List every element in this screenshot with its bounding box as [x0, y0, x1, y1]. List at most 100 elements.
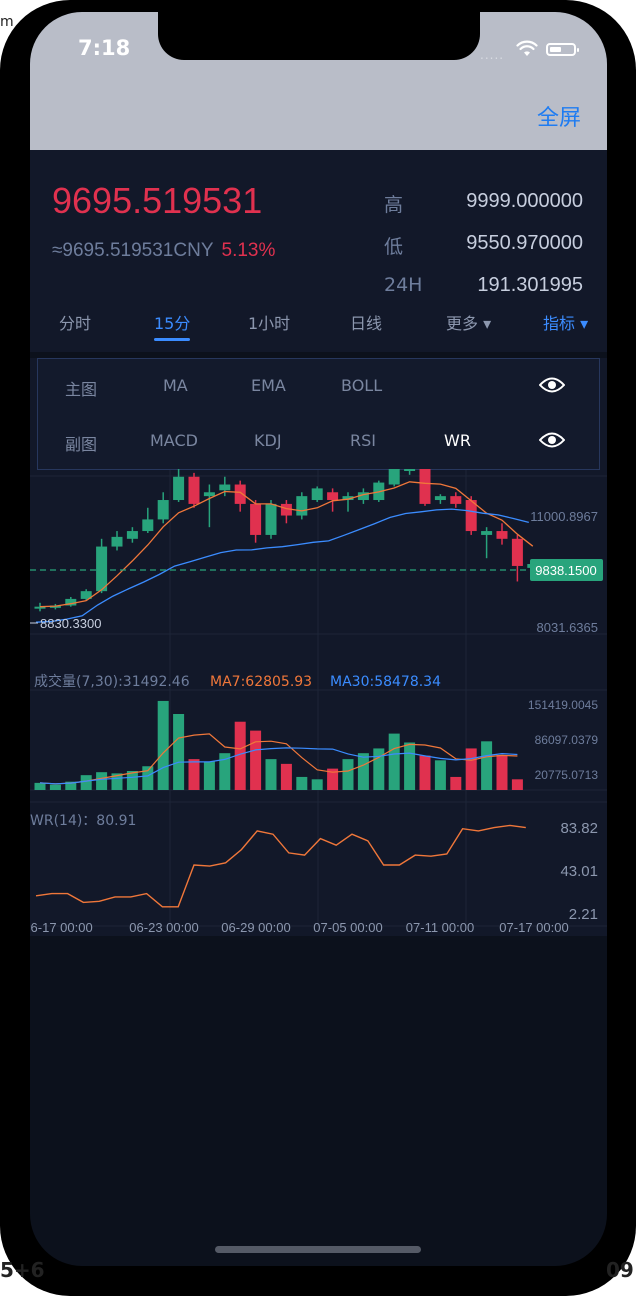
volume-bar — [434, 760, 446, 790]
indicator-wr[interactable]: WR — [444, 431, 471, 450]
wr-legend: WR(14)：80.91 — [30, 813, 136, 829]
indicator-rsi[interactable]: RSI — [350, 431, 376, 450]
wr-axis-label: 2.21 — [569, 906, 598, 923]
volume-bar — [388, 733, 400, 790]
home-indicator — [215, 1246, 421, 1253]
edge-fragment: m — [0, 14, 14, 30]
app-screen: 7:18 ..... 全屏 9695.519531 ≈9695.519531CN… — [30, 12, 607, 1266]
candle-body — [80, 591, 92, 599]
volume-bar — [80, 775, 92, 790]
market-panel: 9695.519531 ≈9695.519531CNY 5.13% 高 9999.… — [30, 150, 607, 936]
volume-bar — [111, 773, 123, 790]
kline-chart[interactable]: 9838.1500 11000.8967 8031.6365 8830.3300 成交量… — [30, 150, 607, 936]
volume-bar — [188, 759, 200, 790]
sub-chart-label: 副图 — [65, 435, 98, 454]
volume-bar — [327, 768, 339, 790]
candle-body — [157, 500, 169, 520]
tab-1hour[interactable]: 1小时 — [248, 314, 291, 333]
volume-ma7-line — [39, 733, 518, 785]
candle-body — [511, 538, 523, 566]
cny-price: ≈9695.519531CNY 5.13% — [52, 240, 275, 262]
change-percent: 5.13% — [221, 240, 276, 261]
volume-bar — [465, 748, 477, 790]
x-axis-tick: 07-17 00:00 — [499, 920, 568, 935]
volume-bar — [96, 772, 108, 790]
volume-series — [34, 700, 523, 790]
candle-body — [357, 492, 369, 501]
chart-grid — [30, 470, 607, 927]
wifi-icon — [516, 40, 538, 56]
candle-body — [126, 531, 138, 539]
current-price-label: 9838.1500 — [535, 563, 596, 578]
stat-low-label: 低 — [384, 236, 404, 258]
volume-bar — [496, 754, 508, 790]
candle-body — [419, 469, 431, 504]
tab-more[interactable]: 更多 ▾ — [446, 314, 492, 333]
x-axis-tick: 07-11 00:00 — [406, 920, 474, 935]
edge-fragment: 09 — [606, 1258, 634, 1282]
volume-bar — [142, 766, 154, 790]
candle-body — [265, 503, 277, 535]
wr-line — [35, 824, 526, 908]
candle-body — [250, 503, 262, 535]
main-chart-label: 主图 — [65, 380, 98, 399]
candle-series — [34, 469, 539, 612]
notch — [158, 12, 480, 60]
indicator-ma[interactable]: MA — [163, 376, 188, 395]
volume-bar — [173, 714, 185, 790]
tab-indicators[interactable]: 指标 ▾ — [543, 314, 589, 333]
min-price-marker: 8830.3300 — [40, 616, 101, 631]
ma7-line — [39, 481, 534, 608]
candle-body — [434, 496, 446, 501]
volume-bar — [511, 779, 523, 790]
x-axis-tick: 06-29 00:00 — [221, 920, 290, 935]
x-axis-tick: 06-17 00:00 — [30, 920, 93, 935]
volume-bar — [450, 776, 462, 790]
indicator-macd[interactable]: MACD — [150, 431, 198, 450]
volume-bar — [342, 759, 354, 790]
last-price: 9695.519531 — [52, 180, 263, 221]
battery-icon — [546, 43, 579, 56]
volume-bar — [126, 771, 138, 790]
volume-bar — [419, 755, 431, 790]
price-axis-label: 8031.6365 — [537, 620, 598, 635]
tab-timeshare[interactable]: 分时 — [59, 314, 92, 333]
current-price-tag — [530, 559, 603, 581]
candle-body — [342, 496, 354, 501]
cny-value: ≈9695.519531CNY — [52, 240, 214, 261]
candle-body — [327, 492, 339, 501]
price-axis-label: 11000.8967 — [530, 509, 598, 524]
sub-eye-icon[interactable] — [539, 431, 565, 449]
signal-dots: ..... — [480, 48, 505, 62]
stat-24h-value: 191.301995 — [477, 274, 583, 296]
volume-axis-label: 20775.0713 — [535, 768, 599, 782]
volume-bar — [481, 741, 493, 790]
candle-body — [404, 469, 416, 471]
x-axis-tick: 07-05 00:00 — [313, 920, 382, 935]
candle-body — [481, 531, 493, 535]
volume-bar — [311, 779, 323, 790]
tab-daily[interactable]: 日线 — [350, 314, 383, 333]
indicator-panel: 主图 MA EMA BOLL 副图 MACD KDJ RSI WR — [37, 358, 600, 470]
indicator-kdj[interactable]: KDJ — [254, 431, 282, 450]
candle-body — [34, 606, 46, 609]
volume-axis-label: 151419.0045 — [528, 698, 598, 712]
indicator-ema[interactable]: EMA — [251, 376, 286, 395]
divider — [30, 352, 607, 358]
indicator-boll[interactable]: BOLL — [341, 376, 383, 395]
volume-bar — [357, 753, 369, 790]
volume-ma7-legend: MA7:62805.93 — [210, 674, 312, 690]
fullscreen-button[interactable]: 全屏 — [536, 106, 581, 131]
tab-15min[interactable]: 15分 — [154, 310, 191, 341]
candle-body — [96, 546, 108, 592]
ma30-line — [35, 508, 529, 623]
x-axis-tick: 06-23 00:00 — [129, 920, 198, 935]
period-tabs: 分时 15分 1小时 日线 更多 ▾ 指标 ▾ — [30, 310, 607, 341]
candle-body — [65, 598, 77, 606]
candle-body — [188, 476, 200, 504]
volume-bar — [34, 782, 46, 790]
main-eye-icon[interactable] — [539, 376, 565, 394]
tab-15min-label: 15分 — [154, 314, 191, 333]
candle-body — [388, 469, 400, 485]
volume-ma30-line — [39, 747, 518, 785]
